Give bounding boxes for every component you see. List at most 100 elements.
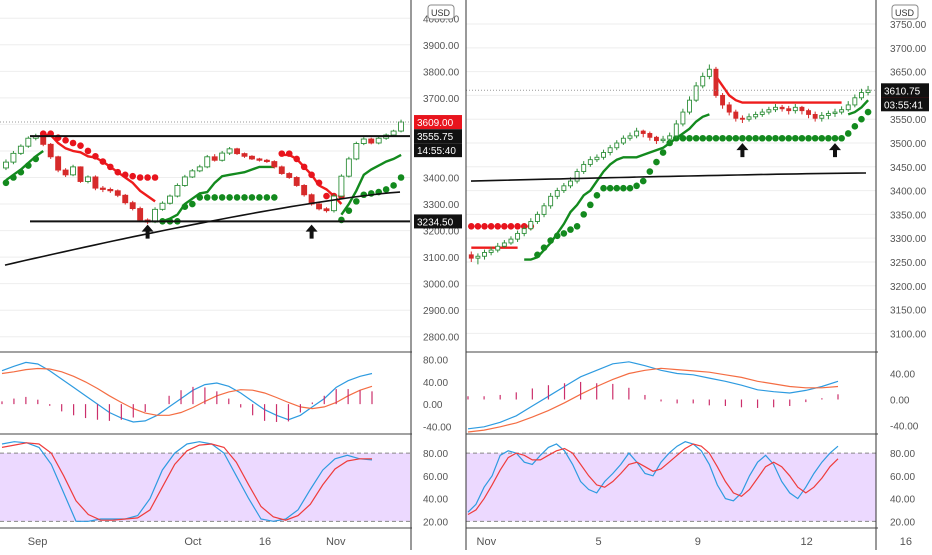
currency-badge [427,4,455,20]
parabolic-dot [300,163,308,171]
candle-body [792,106,798,112]
parabolic-dot [553,232,561,240]
countdown-label: 14:55:40 [417,146,456,157]
parabolic-dot [181,203,189,210]
candle-body [62,169,69,176]
candle-body [779,106,785,110]
candle-body [515,232,521,240]
candle-body [799,106,805,112]
candle-body [211,156,218,161]
stoch-k-line [1,441,373,522]
y-tick-label: 2800.00 [423,333,460,344]
candle-body [3,161,9,169]
parabolic-dot [540,244,548,251]
stoch-tick-label: 40.00 [423,495,448,506]
y-tick-label: 3300.00 [890,234,927,245]
parabolic-dot [144,174,151,181]
parabolic-dot [25,162,32,169]
candle-body [739,117,745,120]
y-tick-label: 3700.00 [423,94,460,105]
candle-body [174,185,181,197]
candle-body [55,156,62,171]
stoch-tick-label: 40.00 [890,495,915,506]
candle-body [614,142,620,149]
currency-label: USD [895,8,915,18]
y-tick-label: 3500.00 [890,139,927,150]
parabolic-dot [699,134,707,142]
countdown-box [881,97,929,112]
candle-body [323,208,330,212]
candle-body [773,106,778,111]
candle-body [753,113,759,118]
candle-body [819,114,825,119]
candle-body [687,99,692,113]
candle-body [759,111,765,115]
parabolic-dot [293,155,300,163]
parabolic-dot [226,194,233,201]
x-tick-label: 5 [596,536,602,548]
parabolic-dot [706,134,713,142]
candle-body [353,143,360,160]
parabolic-dot [278,150,286,157]
countdown-label: 03:55:41 [884,100,923,111]
parabolic-dot [211,194,218,201]
macd-tick-label: 40.00 [890,370,915,381]
x-tick-label: 16 [900,536,912,548]
price-label-box [414,129,462,144]
candle-body [667,135,673,140]
parabolic-dot [285,150,293,157]
candle-body [301,185,308,196]
parabolic-dot [129,172,136,180]
candle-body [47,143,54,158]
candle-body [122,194,129,204]
candle-body [548,195,554,207]
candle-body [594,156,600,161]
parabolic-dot [114,168,122,176]
candle-body [581,163,587,173]
parabolic-dot [567,226,574,233]
candle-body [859,92,864,99]
candle-body [129,202,136,209]
y-tick-label: 3750.00 [890,20,927,31]
y-tick-label: 3150.00 [890,306,927,317]
stoch-tick-label: 60.00 [423,472,448,483]
parabolic-dot [547,237,554,244]
candle-body [234,148,241,155]
candle-body [601,152,606,158]
candle-body [99,187,106,190]
candle-body [316,203,323,210]
x-tick-label: 9 [695,536,701,548]
candle-body [812,113,818,119]
parabolic-dot [692,134,700,142]
candle-body [706,68,712,77]
candle-body [640,130,646,134]
parabolic-dot [646,168,654,175]
parabolic-dot [778,134,786,142]
candle-body [726,104,732,113]
stoch-d-line [467,443,839,516]
macd-tick-label: -40.00 [423,422,452,433]
stoch-tick-label: 60.00 [890,472,915,483]
candle-body [746,116,752,120]
parabolic-dot [353,198,360,205]
macd-line [467,361,839,430]
price-label: 3555.75 [417,132,454,143]
candle-body [521,228,527,234]
candle-body [839,109,845,113]
moving-average-line [4,191,401,266]
parabolic-dot [653,158,660,166]
stochastic-band [466,453,876,522]
x-tick-label: 12 [801,536,813,548]
macd-tick-label: -40.00 [890,422,919,433]
parabolic-dot [805,134,812,142]
trailing-stop-line [340,153,402,216]
candle-body [720,94,726,106]
parabolic-dot [679,134,687,142]
last-price-box [414,115,462,130]
parabolic-dot [739,134,746,142]
candle-body [167,195,173,204]
parabolic-dot [732,134,740,142]
candle-body [360,138,367,144]
candle-body [219,152,226,161]
